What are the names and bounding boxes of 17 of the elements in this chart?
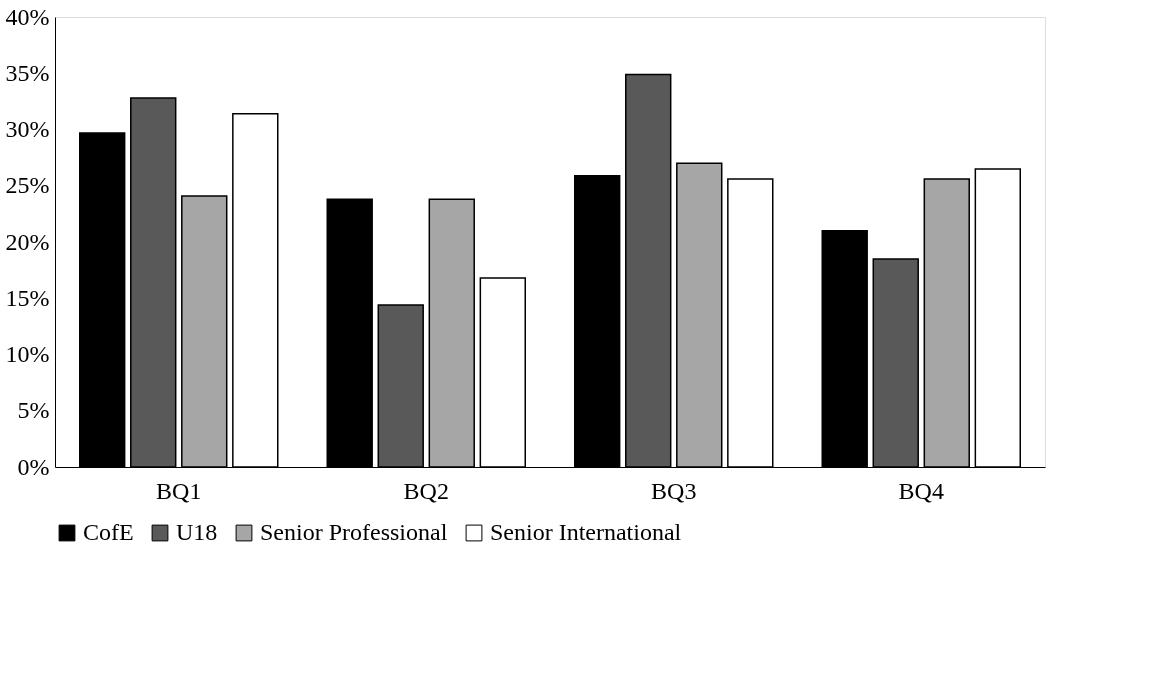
legend-label: Senior Professional (260, 519, 448, 545)
y-tick-label: 20% (5, 228, 50, 255)
y-tick-label: 30% (5, 116, 50, 142)
legend-label: Senior International (490, 519, 682, 545)
x-tick-label: BQ2 (403, 477, 449, 504)
legend-label: CofE (83, 519, 134, 545)
x-tick-label: BQ3 (651, 477, 697, 504)
y-tick-label: 25% (5, 172, 50, 199)
y-tick-label: 15% (5, 284, 50, 311)
legend-label: U18 (176, 519, 218, 545)
y-tick-label: 35% (5, 59, 50, 86)
y-tick-label: 10% (5, 341, 50, 367)
x-tick-label: BQ1 (156, 477, 202, 504)
y-tick-label: 40% (5, 3, 50, 30)
y-tick-label: 0% (17, 453, 50, 480)
y-tick-label: 5% (17, 397, 50, 424)
x-tick-label: BQ4 (898, 477, 944, 504)
